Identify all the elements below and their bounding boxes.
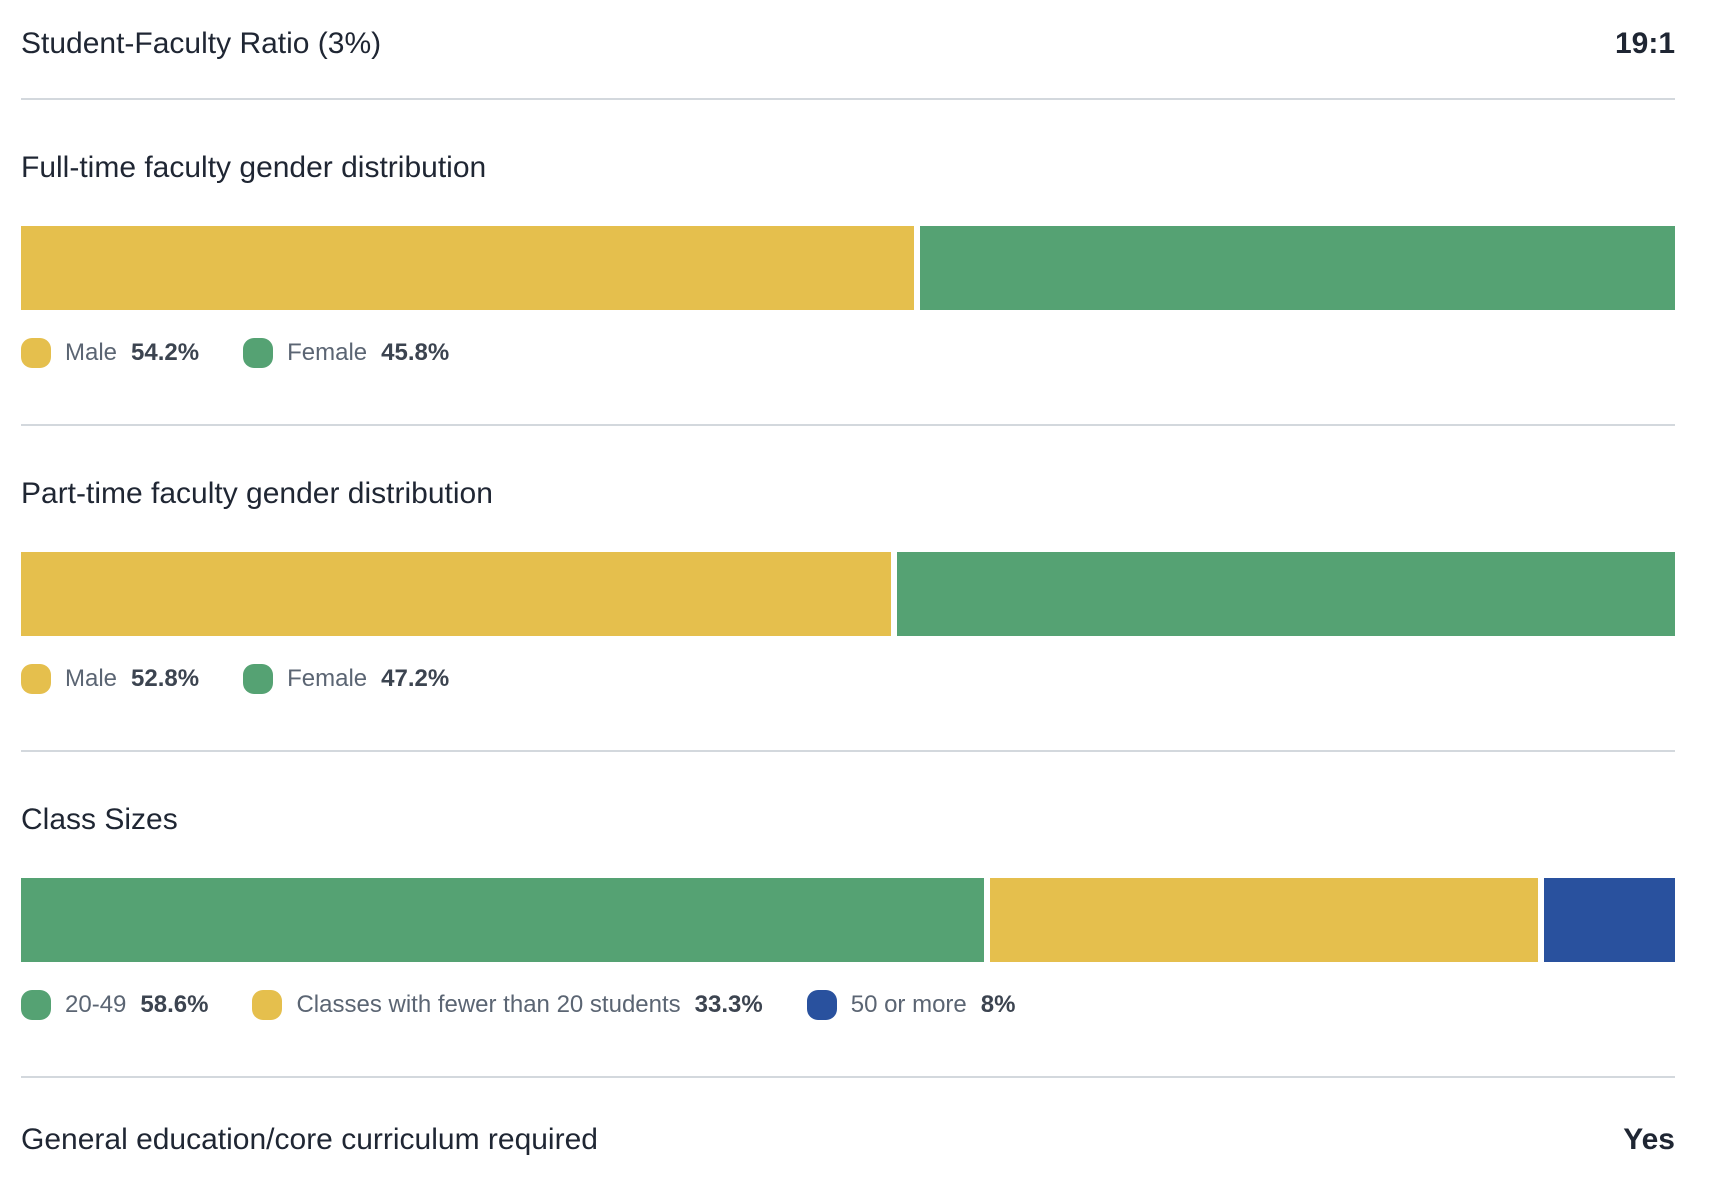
stat-label: Student-Faculty Ratio (3%): [21, 27, 382, 60]
legend-value: 8%: [980, 991, 1016, 1018]
legend-label: 20-49: [65, 991, 127, 1018]
legend-label: 50 or more: [850, 991, 967, 1018]
legend-item: Male 52.8%: [21, 664, 199, 694]
stat-value: Yes: [1623, 1123, 1675, 1156]
section-full-time-gender: Full-time faculty gender distribution Ma…: [21, 150, 1675, 368]
section-title: Class Sizes: [21, 803, 178, 836]
bar-segment-fewer-than-20: [990, 878, 1538, 962]
legend: 20-49 58.6% Classes with fewer than 20 s…: [21, 990, 1675, 1020]
divider: [21, 1076, 1675, 1078]
section-title: Full-time faculty gender distribution: [21, 151, 487, 184]
legend-swatch: [243, 338, 274, 368]
stacked-bar: [21, 878, 1675, 962]
legend-item: Female 47.2%: [243, 664, 449, 694]
legend-item: Classes with fewer than 20 students 33.3…: [252, 990, 763, 1020]
legend-value: 45.8%: [381, 339, 450, 366]
legend-label: Female: [287, 339, 368, 366]
legend-item: 20-49 58.6%: [21, 990, 208, 1020]
legend-swatch: [243, 664, 274, 694]
bar-segment-20-49: [21, 878, 985, 962]
legend-label: Male: [65, 339, 118, 366]
legend-swatch: [21, 664, 51, 694]
legend-value: 33.3%: [694, 991, 763, 1018]
legend-value: 52.8%: [131, 665, 200, 692]
divider: [21, 424, 1675, 426]
legend-label: Male: [65, 665, 118, 692]
bar-segment-50-or-more: [1543, 878, 1675, 962]
legend-label: Classes with fewer than 20 students: [296, 991, 681, 1018]
legend: Male 52.8% Female 47.2%: [21, 664, 1675, 694]
legend-swatch: [21, 990, 51, 1020]
divider: [21, 750, 1675, 752]
legend-swatch: [806, 990, 837, 1020]
section-part-time-gender: Part-time faculty gender distribution Ma…: [21, 476, 1675, 694]
legend-value: 58.6%: [140, 991, 209, 1018]
bar-segment-male: [21, 552, 892, 636]
legend-value: 47.2%: [381, 665, 450, 692]
legend-label: Female: [287, 665, 368, 692]
divider: [21, 98, 1675, 100]
legend-swatch: [21, 338, 51, 368]
stat-value: 19:1: [1614, 27, 1675, 60]
legend-item: Female 45.8%: [243, 338, 449, 368]
stacked-bar: [21, 226, 1675, 310]
bar-segment-male: [21, 226, 915, 310]
bar-segment-female: [897, 552, 1675, 636]
stat-label: General education/core curriculum requir…: [21, 1123, 598, 1156]
legend-swatch: [252, 990, 283, 1020]
legend-item: Male 54.2%: [21, 338, 199, 368]
legend-item: 50 or more 8%: [806, 990, 1016, 1020]
bar-segment-female: [920, 226, 1675, 310]
section-title: Part-time faculty gender distribution: [21, 477, 493, 510]
section-class-sizes: Class Sizes 20-49 58.6% Classes with few…: [21, 802, 1675, 1020]
legend: Male 54.2% Female 45.8%: [21, 338, 1675, 368]
stat-row-student-faculty-ratio: Student-Faculty Ratio (3%) 19:1: [21, 26, 1675, 62]
legend-value: 54.2%: [131, 339, 200, 366]
stat-row-general-education: General education/core curriculum requir…: [21, 1122, 1675, 1158]
stacked-bar: [21, 552, 1675, 636]
